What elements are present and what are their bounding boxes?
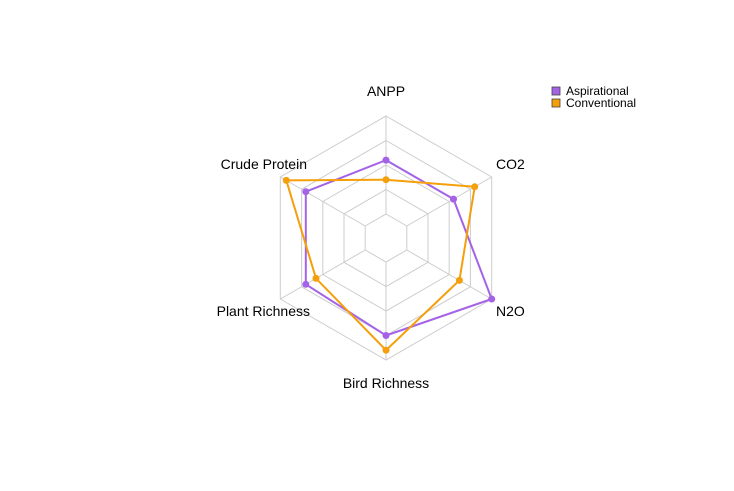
legend-swatch-aspirational	[551, 86, 561, 96]
grid-ring-0	[364, 213, 408, 263]
axis-label-5: Crude Protein	[221, 156, 307, 172]
axis-labels: ANPP CO2 N2O Bird Richness Plant Richnes…	[217, 83, 525, 391]
spoke-5	[280, 176, 366, 227]
point-aspirational-1	[450, 195, 457, 203]
axis-label-3: Bird Richness	[343, 375, 429, 391]
legend-swatch-conventional	[551, 98, 561, 108]
legend-label-aspirational: Aspirational	[566, 84, 629, 98]
point-aspirational-2	[488, 295, 496, 303]
point-conventional-3	[382, 346, 390, 354]
point-conventional-2	[455, 276, 463, 284]
point-aspirational-0	[382, 156, 390, 164]
point-aspirational-4	[302, 280, 310, 288]
axis-label-4: Plant Richness	[217, 303, 310, 319]
radar-spokes	[280, 116, 492, 360]
radar-series	[282, 156, 496, 354]
legend: Aspirational Conventional	[551, 84, 636, 110]
axis-label-0: ANPP	[367, 83, 405, 99]
axis-label-2: N2O	[496, 303, 525, 319]
point-aspirational-3	[382, 332, 390, 339]
spoke-2	[406, 249, 492, 300]
point-aspirational-5	[302, 188, 310, 196]
point-conventional-0	[382, 176, 390, 184]
axis-label-1: CO2	[496, 156, 525, 172]
legend-label-conventional: Conventional	[566, 96, 636, 110]
point-conventional-4	[312, 274, 320, 282]
point-conventional-1	[471, 183, 479, 191]
point-conventional-5	[282, 176, 290, 184]
spoke-4	[280, 249, 366, 300]
